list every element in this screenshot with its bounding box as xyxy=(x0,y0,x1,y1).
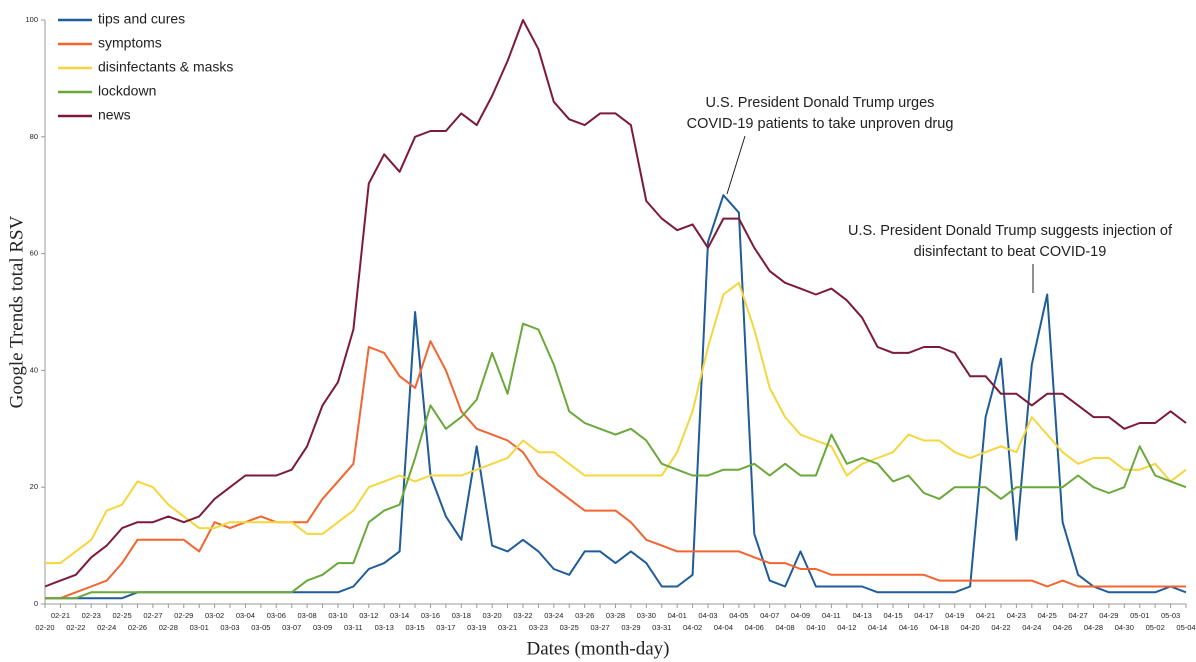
x-tick-label: 02-26 xyxy=(128,623,147,632)
x-tick-label: 04-06 xyxy=(745,623,764,632)
legend-label: news xyxy=(98,107,131,123)
series-line xyxy=(45,340,1186,600)
x-tick-label: 03-07 xyxy=(282,623,301,632)
x-tick-label: 03-11 xyxy=(344,623,363,632)
annotation-text: COVID-19 patients to take unproven drug xyxy=(687,116,954,132)
annotation-pointer xyxy=(726,135,746,195)
x-tick-label: 04-22 xyxy=(991,623,1010,632)
x-tick-label: 04-04 xyxy=(714,623,733,632)
x-tick-label: 03-20 xyxy=(483,611,502,620)
x-tick-label: 03-21 xyxy=(498,623,517,632)
x-tick-label: 03-01 xyxy=(190,623,209,632)
x-tick-label: 04-23 xyxy=(1007,611,1026,620)
x-tick-label: 03-05 xyxy=(251,623,270,632)
x-tick-label: 02-22 xyxy=(66,623,85,632)
x-tick-label: 03-19 xyxy=(467,623,486,632)
x-tick-label: 04-24 xyxy=(1022,623,1041,632)
x-tick-label: 05-01 xyxy=(1130,611,1149,620)
x-tick-label: 03-14 xyxy=(390,611,409,620)
x-tick-label: 03-08 xyxy=(298,611,317,620)
x-tick-label: 03-29 xyxy=(621,623,640,632)
y-tick-label: 20 xyxy=(30,482,38,491)
x-tick-label: 03-06 xyxy=(267,611,286,620)
x-tick-label: 03-25 xyxy=(560,623,579,632)
x-tick-label: 03-23 xyxy=(529,623,548,632)
annotation-text: disinfectant to beat COVID-19 xyxy=(914,244,1107,260)
y-axis-title: Google Trends total RSV xyxy=(6,215,27,408)
x-tick-label: 04-17 xyxy=(914,611,933,620)
x-tick-label: 03-22 xyxy=(513,611,532,620)
x-tick-label: 03-12 xyxy=(359,611,378,620)
x-tick-label: 04-11 xyxy=(822,611,841,620)
x-tick-label: 03-26 xyxy=(575,611,594,620)
legend-label: tips and cures xyxy=(98,11,185,27)
x-tick-label: 02-23 xyxy=(82,611,101,620)
x-tick-label: 04-01 xyxy=(668,611,687,620)
annotation-text: U.S. President Donald Trump urges xyxy=(706,95,935,111)
y-tick-label: 60 xyxy=(30,249,38,258)
x-tick-label: 04-16 xyxy=(899,623,918,632)
x-tick-label: 04-27 xyxy=(1068,611,1087,620)
x-tick-label: 04-05 xyxy=(729,611,748,620)
x-tick-label: 03-13 xyxy=(375,623,394,632)
x-tick-label: 02-21 xyxy=(51,611,70,620)
x-tick-label: 04-13 xyxy=(853,611,872,620)
legend-label: lockdown xyxy=(98,83,156,99)
x-tick-label: 03-17 xyxy=(436,623,455,632)
x-tick-label: 03-09 xyxy=(313,623,332,632)
annotation-text: U.S. President Donald Trump suggests inj… xyxy=(848,223,1173,239)
x-tick-label: 03-31 xyxy=(652,623,671,632)
x-tick-label: 04-12 xyxy=(837,623,856,632)
x-tick-label: 04-03 xyxy=(698,611,717,620)
x-tick-label: 04-30 xyxy=(1115,623,1134,632)
x-tick-label: 04-19 xyxy=(945,611,964,620)
x-tick-label: 04-02 xyxy=(683,623,702,632)
x-tick-label: 03-04 xyxy=(236,611,255,620)
x-tick-label: 04-20 xyxy=(961,623,980,632)
y-tick-label: 80 xyxy=(30,132,38,141)
x-tick-label: 04-10 xyxy=(806,623,825,632)
x-tick-label: 04-28 xyxy=(1084,623,1103,632)
x-tick-label: 03-18 xyxy=(452,611,471,620)
x-tick-label: 04-25 xyxy=(1038,611,1057,620)
x-tick-label: 03-28 xyxy=(606,611,625,620)
x-tick-label: 03-16 xyxy=(421,611,440,620)
x-axis-title: Dates (month-day) xyxy=(527,638,670,659)
x-tick-label: 03-15 xyxy=(405,623,424,632)
series-line xyxy=(45,322,1187,600)
x-tick-label: 02-29 xyxy=(174,611,193,620)
x-tick-label: 03-02 xyxy=(205,611,224,620)
legend-label: symptoms xyxy=(98,35,162,51)
x-tick-label: 04-15 xyxy=(883,611,902,620)
x-tick-label: 03-24 xyxy=(544,611,563,620)
x-tick-label: 03-27 xyxy=(590,623,609,632)
x-tick-label: 02-20 xyxy=(35,623,54,632)
x-tick-label: 04-29 xyxy=(1099,611,1118,620)
x-tick-label: 05-04 xyxy=(1176,623,1195,632)
series-line xyxy=(44,19,1187,588)
x-tick-label: 02-25 xyxy=(113,611,132,620)
x-tick-label: 03-30 xyxy=(637,611,656,620)
x-tick-label: 04-09 xyxy=(791,611,810,620)
x-tick-label: 04-14 xyxy=(868,623,887,632)
x-tick-label: 04-07 xyxy=(760,611,779,620)
x-tick-label: 05-03 xyxy=(1161,611,1180,620)
series-line xyxy=(45,281,1187,565)
x-tick-label: 04-18 xyxy=(930,623,949,632)
x-tick-label: 03-10 xyxy=(328,611,347,620)
x-tick-label: 02-28 xyxy=(159,623,178,632)
x-tick-label: 02-24 xyxy=(97,623,116,632)
y-tick-label: 40 xyxy=(30,365,38,374)
x-tick-label: 03-03 xyxy=(220,623,239,632)
x-tick-label: 02-27 xyxy=(143,611,162,620)
x-tick-label: 04-21 xyxy=(976,611,995,620)
y-tick-label: 0 xyxy=(34,599,38,608)
y-tick-label: 100 xyxy=(25,15,38,24)
x-tick-label: 04-08 xyxy=(776,623,795,632)
legend-label: disinfectants & masks xyxy=(98,59,233,75)
x-tick-label: 04-26 xyxy=(1053,623,1072,632)
x-tick-label: 05-02 xyxy=(1146,623,1165,632)
